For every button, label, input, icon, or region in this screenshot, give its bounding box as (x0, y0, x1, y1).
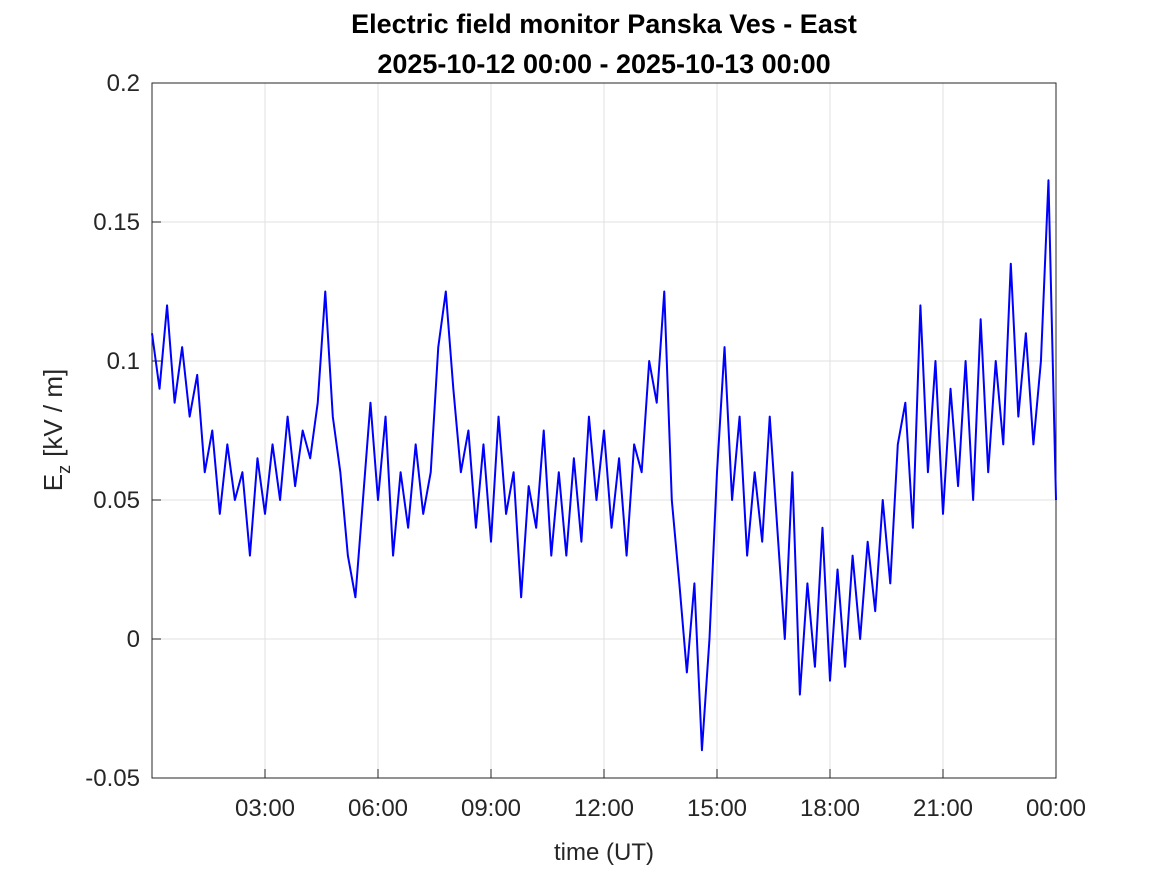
x-tick-label: 06:00 (348, 795, 408, 822)
plot-frame (151, 82, 1057, 779)
x-tick-label: 09:00 (461, 795, 521, 822)
y-label-subscript: z (54, 465, 74, 474)
y-label-unit: [kV / m] (38, 369, 68, 457)
x-tick-label: 03:00 (235, 795, 295, 822)
y-tick-label: 0.15 (93, 209, 140, 236)
x-tick-label: 12:00 (574, 795, 634, 822)
y-tick-label: 0.1 (107, 348, 140, 375)
y-tick-label: 0 (127, 626, 140, 653)
y-tick-label: 0.05 (93, 487, 140, 514)
chart-title: Electric field monitor Panska Ves - East (351, 9, 857, 39)
x-tick-label: 00:00 (1026, 795, 1086, 822)
data-line (151, 179, 1057, 752)
y-axis-label: Ez [kV / m] (38, 369, 74, 491)
x-tick-label: 18:00 (800, 795, 860, 822)
y-tick-label: 0.2 (107, 70, 140, 97)
y-tick-label: -0.05 (85, 765, 140, 792)
x-axis-label: time (UT) (554, 839, 654, 866)
chart-subtitle: 2025-10-12 00:00 - 2025-10-13 00:00 (377, 49, 830, 79)
x-tick-label: 21:00 (913, 795, 973, 822)
y-label-symbol: E (38, 474, 68, 491)
x-tick-label: 15:00 (687, 795, 747, 822)
